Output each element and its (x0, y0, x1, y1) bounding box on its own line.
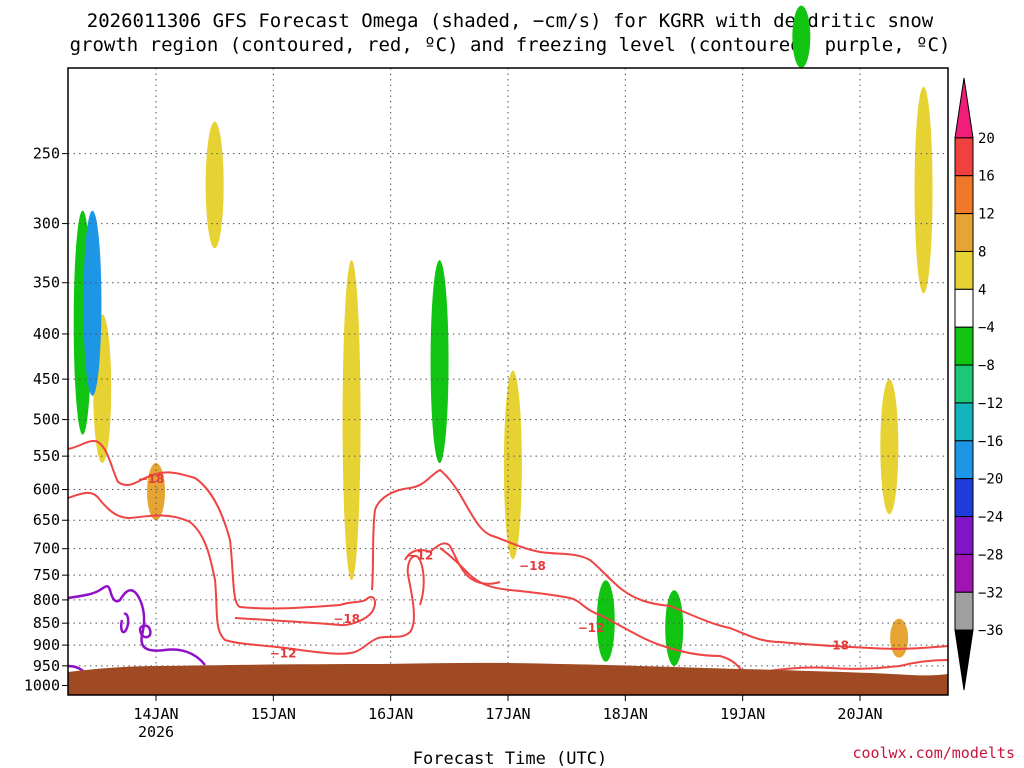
colorbar-tick-8: −16 (978, 434, 1003, 450)
isotherm-label-2: −18 (333, 612, 360, 626)
omega-area-7 (503, 370, 522, 560)
colorbar-tick-0: 20 (978, 131, 995, 147)
colorbar-segment-4 (954, 250, 974, 290)
colorbar-segment-12 (954, 553, 974, 593)
colorbar-tick-4: 4 (978, 282, 986, 298)
colorbar-segment-5 (954, 288, 974, 328)
y-tick-label-500: 500 (33, 411, 60, 429)
colorbar: 20 16 12 8 4 −4 −8 −12 −16 −20 −24 −28 −32 −36 (954, 77, 1003, 691)
colorbar-segment-8 (954, 402, 974, 442)
colorbar-segment-9 (954, 440, 974, 480)
omega-area-3 (83, 210, 102, 396)
y-tick-label-800: 800 (33, 591, 60, 609)
colorbar-segment-13 (954, 591, 974, 631)
x-axis-label: Forecast Time (UTC) (413, 749, 607, 768)
isotherm-label-1: −12 (270, 647, 297, 661)
omega-area-11 (914, 86, 933, 294)
x-tick-label-6: 20JAN (837, 705, 882, 723)
colorbar-segment-1 (954, 137, 974, 177)
freezing-level-contour-left (67, 585, 206, 666)
isotherm-label-6: −18 (822, 638, 849, 652)
colorbar-segment-7 (954, 364, 974, 404)
isotherm-label-4: −18 (519, 559, 546, 573)
x-tick-label-3: 17JAN (485, 705, 530, 723)
y-tick-label-850: 850 (33, 614, 60, 632)
y-tick-label-700: 700 (33, 540, 60, 558)
y-tick-label-900: 900 (33, 636, 60, 654)
omega-area-10 (792, 5, 811, 68)
x-tick-label-4: 18JAN (603, 705, 648, 723)
colorbar-tick-1: 16 (978, 169, 995, 185)
isotherm-minus12-inner-contour (404, 542, 501, 585)
isotherm-minus12-contour (67, 492, 425, 655)
omega-area-8 (596, 580, 615, 662)
isotherm-label-3: −12 (407, 548, 434, 562)
y-tick-label-350: 350 (33, 274, 60, 292)
omega-area-4 (205, 121, 224, 249)
omega-area-13 (890, 618, 909, 658)
chart-title-line-1: 2026011306 GFS Forecast Omega (shaded, −… (87, 10, 934, 32)
colorbar-segment-6 (954, 326, 974, 366)
y-tick-label-1000: 1000 (24, 677, 60, 695)
y-tick-label-950: 950 (33, 657, 60, 675)
y-tick-label-450: 450 (33, 370, 60, 388)
colorbar-tick-2: 12 (978, 207, 995, 223)
isotherm-minus12-upper-contour (374, 468, 949, 650)
y-tick-label-400: 400 (33, 325, 60, 343)
colorbar-tick-13: −36 (978, 623, 1003, 639)
omega-area-9 (665, 590, 684, 666)
grid-lines (68, 68, 948, 695)
colorbar-segment-11 (954, 516, 974, 555)
omega-area-5 (342, 260, 361, 581)
omega-area-12 (880, 379, 899, 515)
y-tick-label-250: 250 (33, 145, 60, 163)
colorbar-segment-10 (954, 478, 974, 518)
colorbar-tick-9: −20 (978, 472, 1003, 488)
y-tick-label-300: 300 (33, 215, 60, 233)
colorbar-segment-3 (954, 213, 974, 252)
x-tick-sublabel-0: 2026 (138, 723, 174, 741)
colorbar-tick-5: −4 (978, 320, 995, 336)
y-tick-label-600: 600 (33, 481, 60, 499)
isotherm-minus18-contour (67, 440, 376, 627)
y-axis-ticks: 250 300 350 400 450 500 550 600 650 700 750 800 850 9… (24, 145, 68, 695)
plot-area: −18 −12 −18 −12 −18 −12 −18 (67, 5, 949, 696)
colorbar-tick-10: −24 (978, 510, 1003, 526)
terrain-below-ground (68, 662, 948, 695)
colorbar-bottom-arrow (954, 629, 974, 691)
colorbar-segment-2 (954, 175, 974, 215)
omega-shading (73, 5, 933, 666)
x-tick-label-0: 14JAN (133, 705, 178, 723)
colorbar-tick-7: −12 (978, 396, 1003, 412)
x-tick-label-1: 15JAN (251, 705, 296, 723)
colorbar-tick-12: −32 (978, 585, 1003, 601)
y-tick-label-750: 750 (33, 566, 60, 584)
y-tick-label-650: 650 (33, 511, 60, 529)
isotherm-label-5: −12 (578, 621, 605, 635)
colorbar-tick-6: −8 (978, 358, 995, 374)
colorbar-tick-11: −28 (978, 547, 1003, 563)
colorbar-tick-3: 8 (978, 244, 986, 260)
credit-link[interactable]: coolwx.com/modelts (852, 744, 1015, 762)
y-tick-label-550: 550 (33, 447, 60, 465)
x-tick-label-2: 16JAN (368, 705, 413, 723)
isotherm-labels: −18 −12 −18 −12 −18 −12 −18 (138, 472, 849, 661)
colorbar-top-arrow (954, 77, 974, 139)
dgz-contours (67, 440, 949, 676)
isotherm-label-0: −18 (138, 472, 165, 486)
omega-area-6 (430, 260, 449, 464)
isotherm-minus18-lower-contour (371, 509, 949, 676)
freezing-level-contour-loop (119, 612, 152, 639)
x-tick-label-5: 19JAN (720, 705, 765, 723)
chart-title-line-2: growth region (contoured, red, ºC) and f… (70, 34, 951, 56)
